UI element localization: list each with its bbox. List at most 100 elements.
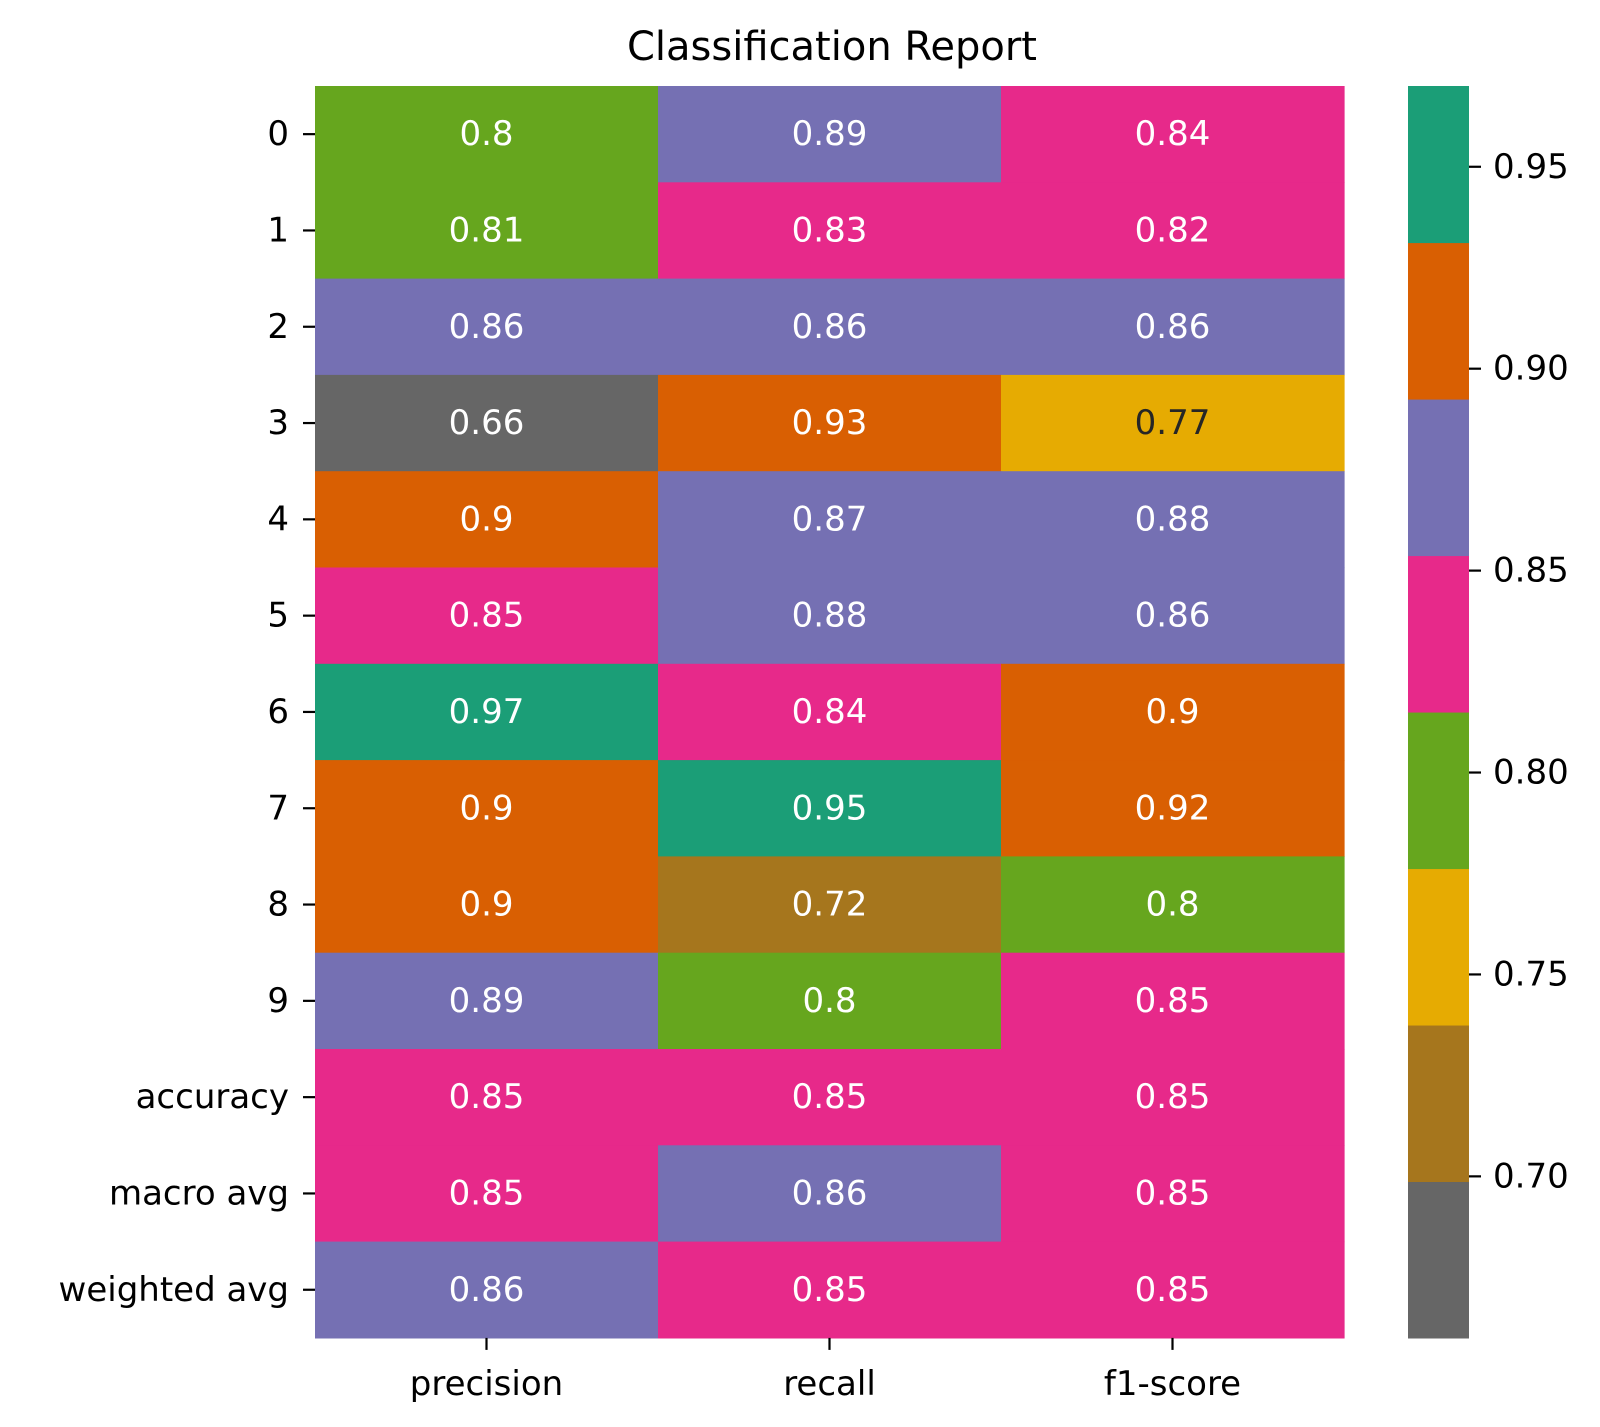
cell-value-label: 0.8 [802, 981, 856, 1021]
heatmap-cell-labels: 0.8 0.89 0.84 0.81 0.83 0.82 0.86 0.86 0.86 0.66 0… [449, 114, 1211, 1310]
cell-value-label: 0.81 [449, 210, 525, 250]
cell-value-label: 0.85 [1135, 1270, 1211, 1310]
colorbar: 0.70 0.75 0.80 0.85 0.90 0.95 [1408, 86, 1569, 1339]
chart-title: Classification Report [627, 24, 1037, 70]
heatmap-cell [315, 1145, 659, 1243]
y-tick-label: accuracy [136, 1077, 289, 1117]
cell-value-label: 0.66 [449, 403, 525, 443]
cell-value-label: 0.85 [792, 1270, 868, 1310]
cell-value-label: 0.8 [459, 114, 513, 154]
heatmap-cell [1001, 760, 1345, 857]
cell-value-label: 0.82 [1135, 210, 1211, 250]
colorbar-segment [1408, 1024, 1469, 1183]
cell-value-label: 0.9 [459, 885, 513, 925]
heatmap-cell [315, 760, 659, 857]
cell-value-label: 0.88 [1135, 499, 1211, 539]
heatmap-cell [658, 1145, 1002, 1243]
cell-value-label: 0.86 [449, 1270, 525, 1310]
heatmap-cell [1001, 663, 1345, 761]
cell-value-label: 0.83 [792, 210, 868, 250]
y-tick-label: 2 [267, 307, 289, 347]
heatmap-cell [1001, 1049, 1345, 1146]
cell-value-label: 0.86 [1135, 307, 1211, 347]
heatmap-cell [315, 663, 659, 761]
cell-value-label: 0.72 [792, 885, 868, 925]
x-tick-label: f1-score [1104, 1364, 1241, 1404]
y-tick-label: 8 [267, 885, 289, 925]
cell-value-label: 0.85 [449, 1077, 525, 1117]
cell-value-label: 0.86 [792, 1173, 868, 1213]
heatmap-cell [315, 278, 659, 376]
colorbar-segment [1408, 868, 1469, 1026]
heatmap-cell [1001, 471, 1345, 569]
heatmap-cell [1001, 1145, 1345, 1243]
heatmap-cell [315, 1049, 659, 1146]
cell-value-label: 0.85 [449, 596, 525, 636]
colorbar-segment [1408, 398, 1469, 557]
heatmap-cell [315, 567, 659, 665]
colorbar-tick-label: 0.90 [1493, 349, 1569, 389]
cell-value-label: 0.85 [792, 1077, 868, 1117]
colorbar-tick-label: 0.85 [1493, 551, 1569, 591]
cell-value-label: 0.97 [449, 692, 525, 732]
y-tick-label: 5 [267, 596, 289, 636]
x-axis: precision recall f1-score [410, 1337, 1241, 1404]
heatmap-cell [1001, 86, 1345, 183]
heatmap-cell [315, 856, 659, 954]
heatmap-cell [315, 1241, 659, 1339]
heatmap-cell [1001, 182, 1345, 280]
cell-value-label: 0.89 [449, 981, 525, 1021]
y-tick-label: macro avg [109, 1173, 289, 1213]
heatmap-cell [658, 182, 1002, 280]
colorbar-segment [1408, 711, 1469, 870]
heatmap-cell [658, 471, 1002, 569]
x-tick-label: precision [410, 1364, 563, 1404]
cell-value-label: 0.84 [1135, 114, 1211, 154]
y-tick-label: 1 [267, 210, 289, 250]
cell-value-label: 0.86 [449, 307, 525, 347]
heatmap-cell [658, 567, 1002, 665]
heatmap-cell [1001, 374, 1345, 472]
cell-value-label: 0.9 [459, 499, 513, 539]
heatmap-cell [1001, 278, 1345, 376]
heatmap-cell [658, 1049, 1002, 1146]
y-tick-label: 7 [267, 788, 289, 828]
y-tick-label: 0 [267, 114, 289, 154]
cell-value-label: 0.85 [1135, 1077, 1211, 1117]
cell-value-label: 0.93 [792, 403, 868, 443]
heatmap-cell [658, 952, 1002, 1050]
cell-value-label: 0.77 [1135, 403, 1211, 443]
colorbar-tick-label: 0.70 [1493, 1156, 1569, 1196]
cell-value-label: 0.86 [792, 307, 868, 347]
heatmap-cell [658, 374, 1002, 472]
heatmap-cell [315, 86, 659, 183]
heatmap-cell [658, 278, 1002, 376]
heatmap-cell [1001, 952, 1345, 1050]
heatmap-cell [315, 471, 659, 569]
y-axis: 0 1 2 3 4 5 6 7 8 9 accuracy macro avg weighted avg [59, 114, 315, 1310]
heatmap-cell [315, 374, 659, 472]
heatmap-cell [658, 856, 1002, 954]
heatmap-cell [1001, 567, 1345, 665]
colorbar-tick-label: 0.95 [1493, 147, 1569, 187]
cell-value-label: 0.89 [792, 114, 868, 154]
heatmap-cell [658, 760, 1002, 857]
heatmap-cell [1001, 856, 1345, 954]
cell-value-label: 0.85 [1135, 1173, 1211, 1213]
colorbar-segment [1408, 1181, 1469, 1339]
y-tick-label: 4 [267, 499, 289, 539]
cell-value-label: 0.8 [1145, 885, 1199, 925]
cell-value-label: 0.84 [792, 692, 868, 732]
colorbar-segment [1408, 242, 1469, 400]
cell-value-label: 0.85 [1135, 981, 1211, 1021]
heatmap-cells [315, 86, 1345, 1339]
cell-value-label: 0.87 [792, 499, 868, 539]
heatmap-cell [315, 952, 659, 1050]
cell-value-label: 0.9 [459, 788, 513, 828]
heatmap-cell [658, 663, 1002, 761]
y-tick-label: weighted avg [59, 1270, 289, 1310]
cell-value-label: 0.86 [1135, 596, 1211, 636]
cell-value-label: 0.9 [1145, 692, 1199, 732]
